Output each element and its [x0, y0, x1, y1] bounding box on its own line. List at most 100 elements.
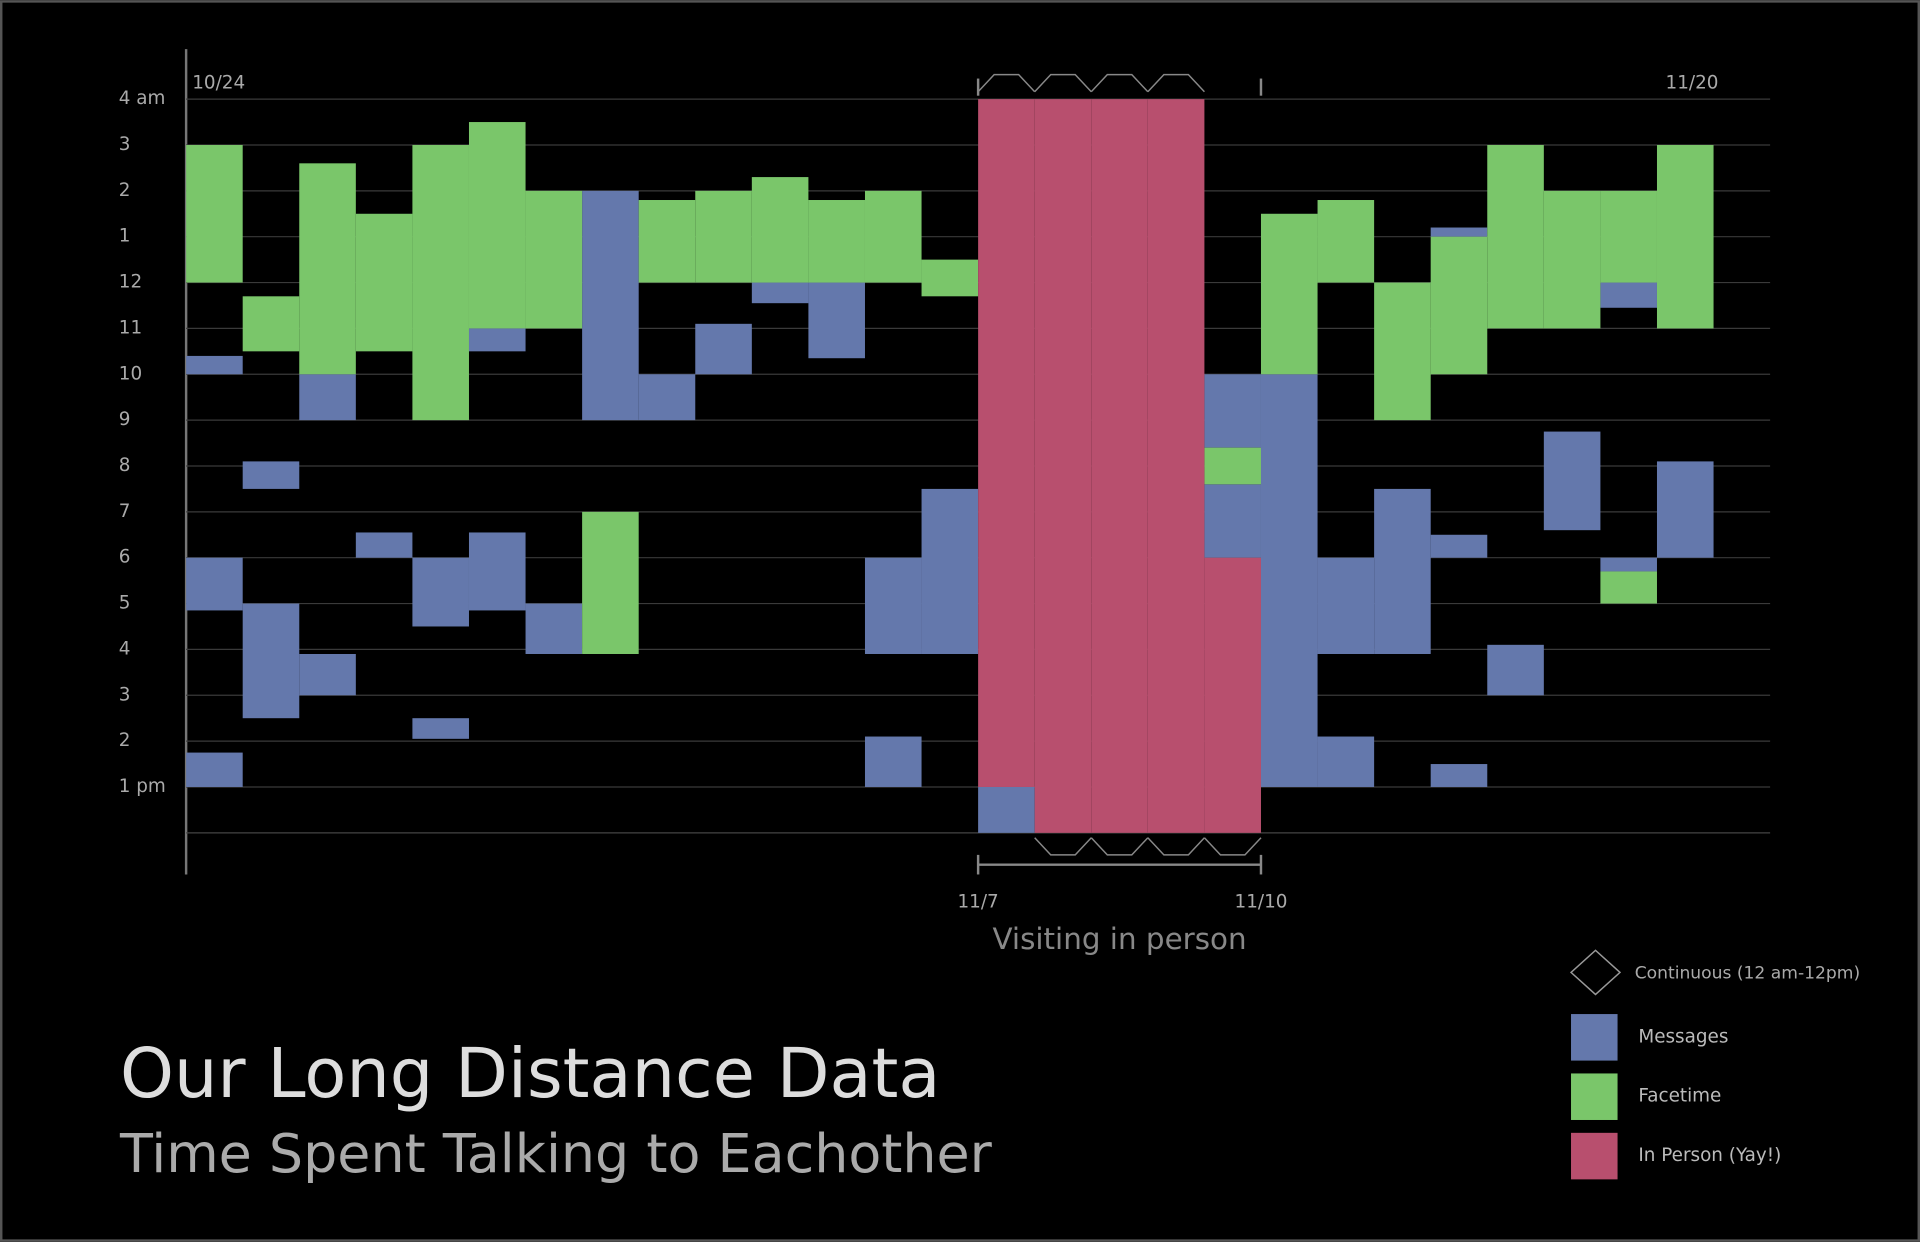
time-block	[864, 190, 922, 283]
x-tick-label: 10/24	[192, 72, 245, 93]
legend-label: Facetime	[1638, 1086, 1721, 1107]
y-tick-label: 3	[119, 684, 131, 705]
time-block	[1543, 190, 1601, 329]
time-block	[864, 557, 922, 654]
y-tick-label: 7	[119, 501, 131, 522]
time-block	[1600, 571, 1657, 604]
y-tick-label: 4	[119, 638, 131, 659]
time-block	[1487, 144, 1544, 329]
y-tick-label: 1	[119, 226, 131, 247]
time-block	[638, 200, 696, 283]
continuous-bottom	[1203, 837, 1262, 856]
time-block	[978, 99, 1035, 787]
time-block	[1034, 99, 1092, 833]
continuous-top	[1034, 73, 1092, 93]
time-block	[186, 144, 243, 283]
legend-swatch	[1571, 1132, 1618, 1180]
annotation: Visiting in person	[992, 922, 1246, 956]
time-block	[525, 190, 583, 329]
legend-swatch	[1571, 1073, 1618, 1120]
continuous-top	[1147, 73, 1205, 93]
time-block	[1430, 764, 1488, 787]
time-block	[525, 603, 583, 654]
time-block	[1204, 557, 1261, 833]
time-block	[921, 259, 979, 297]
y-tick-label: 9	[119, 409, 131, 430]
time-block	[1600, 282, 1657, 308]
time-block	[808, 200, 865, 283]
y-tick-label: 3	[119, 134, 131, 155]
time-block	[1317, 736, 1375, 787]
time-block	[299, 374, 356, 421]
x-tick-label: 11/7	[958, 892, 999, 913]
continuous-legend-icon	[1569, 949, 1622, 996]
legend-swatch	[1571, 1014, 1618, 1061]
time-block	[1204, 484, 1261, 558]
time-block	[299, 163, 356, 375]
chart-title: Our Long Distance Data	[120, 1034, 940, 1114]
chart-subtitle: Time Spent Talking to Eachother	[119, 1122, 993, 1185]
time-block	[186, 752, 243, 787]
time-block	[412, 144, 469, 421]
time-block	[355, 532, 413, 558]
time-block	[1430, 534, 1488, 558]
time-block	[1204, 374, 1261, 448]
continuous-top	[977, 73, 1036, 93]
time-block	[1656, 144, 1714, 329]
x-tick-label: 11/20	[1666, 72, 1719, 93]
time-block	[1317, 557, 1375, 654]
time-block	[1260, 213, 1318, 375]
time-block	[1091, 99, 1148, 833]
time-block	[978, 786, 1035, 833]
time-block	[242, 603, 300, 719]
time-block	[582, 190, 639, 421]
time-block	[242, 461, 300, 489]
time-block	[1543, 431, 1601, 531]
y-tick-label: 6	[119, 547, 131, 568]
time-block	[751, 177, 809, 283]
time-block	[695, 190, 752, 283]
time-block	[1656, 461, 1714, 558]
time-block	[1487, 644, 1544, 696]
time-block	[751, 282, 809, 304]
time-block	[695, 323, 752, 375]
y-tick-label: 10	[119, 363, 142, 384]
time-block	[1430, 236, 1488, 375]
time-block	[1600, 190, 1657, 283]
continuous-bottom	[1147, 837, 1205, 856]
y-tick-label: 11	[119, 317, 142, 338]
time-block	[1317, 200, 1375, 283]
time-block	[468, 122, 526, 329]
time-block	[864, 736, 922, 787]
time-block	[242, 296, 300, 352]
time-block	[1147, 99, 1205, 833]
time-block	[582, 511, 639, 654]
legend-label: Messages	[1638, 1026, 1728, 1047]
y-tick-label: 2	[119, 730, 131, 751]
time-block	[355, 213, 413, 352]
time-block	[1260, 374, 1318, 787]
continuous-legend-label: Continuous (12 am-12pm)	[1635, 964, 1860, 984]
y-tick-label: 1 pm	[119, 776, 166, 797]
time-block	[468, 532, 526, 611]
time-block	[1204, 447, 1261, 485]
time-block	[1430, 227, 1488, 237]
y-tick-label: 5	[119, 593, 131, 614]
time-block	[468, 328, 526, 352]
time-block	[1374, 282, 1431, 421]
time-block	[186, 355, 243, 375]
y-tick-label: 2	[119, 180, 131, 201]
time-block	[638, 374, 696, 421]
time-block	[921, 488, 979, 654]
continuous-bottom	[1090, 837, 1149, 856]
time-block	[1374, 488, 1431, 654]
time-block	[186, 557, 243, 611]
y-tick-label: 4 am	[119, 88, 166, 109]
time-block	[299, 653, 356, 696]
continuous-bottom	[1034, 837, 1092, 856]
time-block	[1600, 557, 1657, 572]
time-block	[412, 557, 469, 627]
time-block	[412, 718, 469, 739]
